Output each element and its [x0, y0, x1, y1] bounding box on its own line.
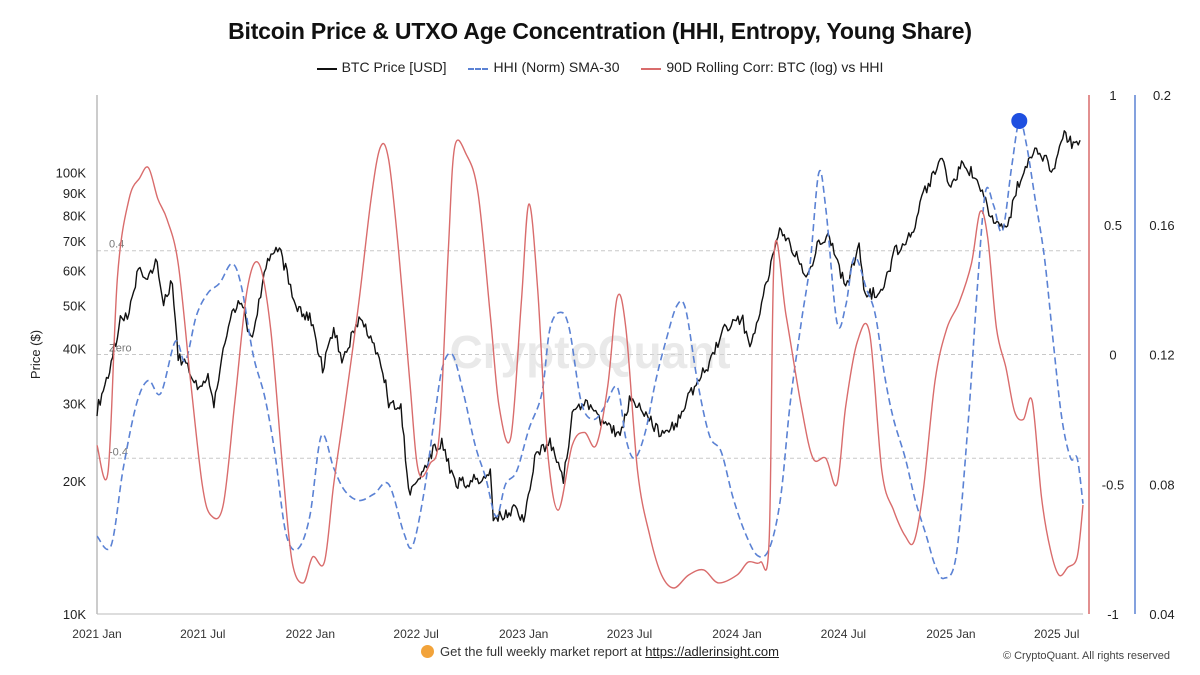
peak-marker: [1011, 112, 1028, 129]
y-tick-corr: -1: [1107, 607, 1119, 622]
x-tick: 2021 Jul: [180, 627, 225, 641]
y-tick-corr: -0.5: [1102, 477, 1124, 492]
copyright: © CryptoQuant. All rights reserved: [1002, 650, 1170, 662]
y-tick-price: 90K: [63, 186, 86, 201]
y-tick-price: 10K: [63, 607, 86, 622]
x-tick: 2021 Jan: [72, 627, 121, 641]
y-tick-hhi: 0.2: [1153, 88, 1171, 103]
y-tick-corr: 0: [1109, 348, 1116, 363]
watermark: CryptoQuant: [449, 326, 730, 378]
legend-swatch-hhi: [468, 67, 489, 70]
legend-item-corr[interactable]: 90D Rolling Corr: BTC (log) vs HHI: [641, 59, 883, 75]
legend-label-corr: 90D Rolling Corr: BTC (log) vs HHI: [666, 59, 884, 76]
y-tick-price: 70K: [63, 234, 86, 249]
series-line-hhi: [96, 119, 1084, 580]
chart-title: Bitcoin Price & UTXO Age Concentration (…: [228, 18, 972, 44]
legend-swatch-btc: [316, 67, 337, 70]
y-tick-price: 100K: [56, 166, 87, 181]
footer: Get the full weekly market report at htt…: [0, 644, 1200, 659]
axes: 10K 20K 30K 40K 50K 60K 70K 80K 90K 100K Price ($)…: [28, 88, 1175, 641]
y-tick-hhi: 0.12: [1149, 348, 1174, 363]
y-tick-price: 40K: [63, 341, 86, 356]
x-tick: 2025 Jan: [926, 627, 975, 641]
ref-line-label: -0.4: [109, 446, 128, 458]
y-tick-price: 60K: [63, 264, 86, 279]
x-tick: 2024 Jan: [712, 627, 761, 641]
y-tick-hhi: 0.08: [1149, 477, 1174, 492]
legend: BTC Price [USD] HHI (Norm) SMA-30 90D Ro…: [0, 58, 1200, 75]
legend-swatch-corr: [641, 67, 662, 70]
ref-line-label: Zero: [109, 343, 132, 355]
x-tick: 2022 Jan: [286, 627, 335, 641]
series-line-price: [96, 130, 1081, 523]
y-tick-price: 50K: [63, 299, 86, 314]
y-axis-label: Price ($): [28, 330, 43, 379]
legend-item-hhi[interactable]: HHI (Norm) SMA-30: [468, 59, 619, 75]
y-tick-price: 20K: [63, 474, 86, 489]
legend-label-btc: BTC Price [USD]: [341, 59, 447, 76]
footer-link[interactable]: https://adlerinsight.com: [645, 644, 779, 659]
x-tick: 2022 Jul: [393, 627, 438, 641]
legend-item-btc[interactable]: BTC Price [USD]: [316, 59, 447, 76]
series-group: [96, 112, 1084, 589]
y-tick-hhi: 0.16: [1149, 218, 1174, 233]
series-line-corr: [96, 139, 1084, 589]
x-tick: 2024 Jul: [821, 627, 866, 641]
coin-icon: [421, 645, 435, 658]
y-tick-price: 80K: [63, 208, 86, 223]
legend-label-hhi: HHI (Norm) SMA-30: [493, 59, 620, 76]
y-tick-price: 30K: [63, 396, 86, 411]
x-tick: 2023 Jan: [499, 627, 548, 641]
y-tick-corr: 1: [1109, 88, 1116, 103]
y-tick-corr: 0.5: [1104, 218, 1122, 233]
x-tick: 2025 Jul: [1034, 627, 1079, 641]
footer-text: Get the full weekly market report at: [440, 644, 642, 659]
y-tick-hhi: 0.04: [1149, 607, 1174, 622]
x-tick: 2023 Jul: [607, 627, 652, 641]
